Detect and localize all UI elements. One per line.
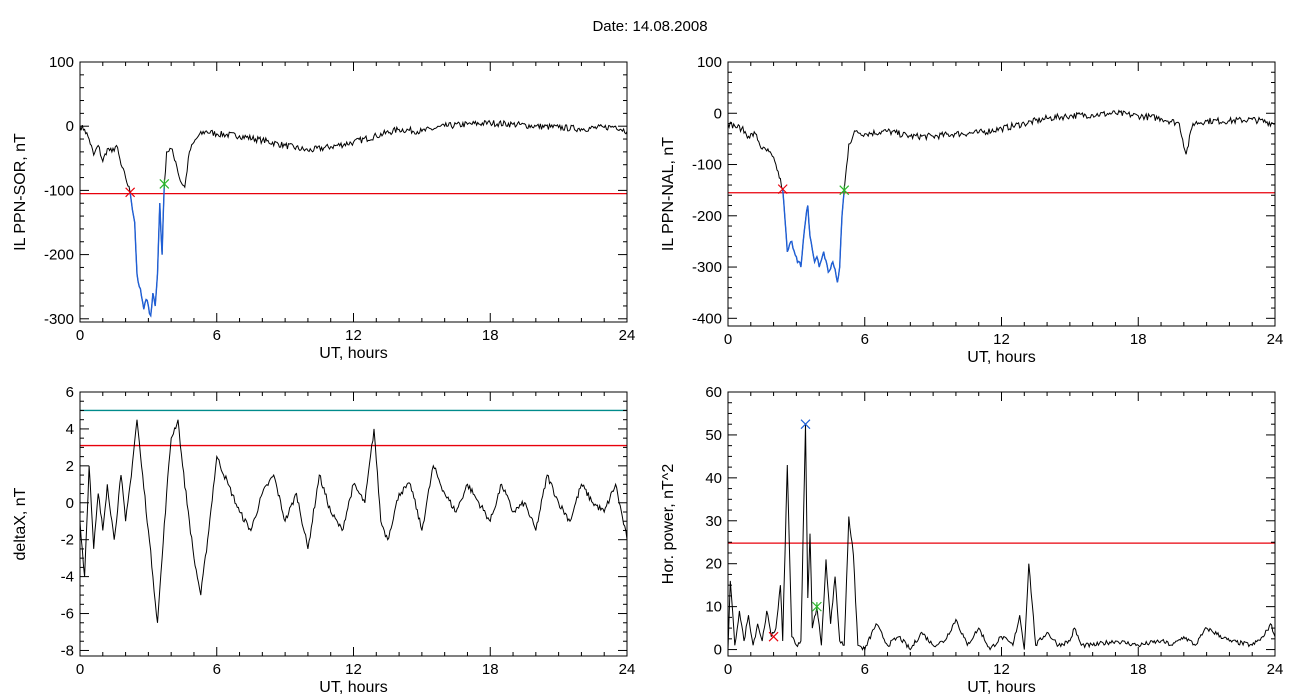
y-tick-label: -8 xyxy=(61,642,74,659)
marker-blue xyxy=(800,419,811,430)
y-tick-label: -100 xyxy=(692,157,722,174)
x-tick-label: 0 xyxy=(724,331,732,348)
x-axis-label: UT, hours xyxy=(319,345,387,362)
y-tick-label: 2 xyxy=(66,458,74,475)
y-tick-label: 30 xyxy=(705,513,722,530)
series-line xyxy=(80,119,627,318)
y-tick-label: 0 xyxy=(66,495,74,512)
y-tick-label: -200 xyxy=(692,208,722,225)
x-tick-label: 24 xyxy=(1267,331,1284,348)
highlight-segment xyxy=(782,189,845,283)
x-tick-label: 6 xyxy=(861,661,869,678)
y-tick-label: 100 xyxy=(49,54,74,71)
x-tick-label: 6 xyxy=(861,331,869,348)
series-line xyxy=(728,424,1275,652)
y-tick-label: -4 xyxy=(61,569,74,586)
x-tick-label: 18 xyxy=(1130,661,1147,678)
y-tick-label: 60 xyxy=(705,384,722,401)
x-tick-label: 0 xyxy=(76,327,84,344)
x-tick-label: 12 xyxy=(345,661,362,678)
x-tick-label: 0 xyxy=(724,661,732,678)
y-tick-label: 0 xyxy=(714,105,722,122)
series-line xyxy=(80,419,627,623)
x-tick-label: 24 xyxy=(619,661,636,678)
marker-green xyxy=(159,179,170,189)
x-tick-label: 0 xyxy=(76,661,84,678)
chart-ppn-nal: 0 6 12 18 24 -400 -300 -200 -100 0 100 UT, hours IL … xyxy=(660,54,1283,366)
y-axis-label: IL PPN-SOR, nT xyxy=(12,133,29,251)
y-tick-label: 20 xyxy=(705,556,722,573)
chart-ppn-sor: 0 6 12 18 24 -300 -200 -100 0 100 UT, hours IL PPN-… xyxy=(12,54,635,362)
y-tick-label: 10 xyxy=(705,599,722,616)
y-tick-label: -300 xyxy=(692,259,722,276)
y-axis-label: IL PPN-NAL, nT xyxy=(660,137,677,251)
marker-red xyxy=(125,187,136,198)
highlight-segment xyxy=(129,183,165,318)
series-line xyxy=(728,109,1275,283)
x-tick-label: 6 xyxy=(213,327,221,344)
y-tick-label: 100 xyxy=(697,54,722,71)
x-tick-label: 18 xyxy=(1130,331,1147,348)
y-tick-label: -6 xyxy=(61,606,74,623)
marker-red xyxy=(777,184,788,195)
x-tick-label: 12 xyxy=(993,331,1010,348)
x-tick-label: 6 xyxy=(213,661,221,678)
y-tick-label: 0 xyxy=(714,642,722,659)
plot-frame xyxy=(79,391,628,657)
y-axis-label: deltaX, nT xyxy=(12,487,29,560)
marker-green xyxy=(811,601,822,612)
x-axis-label: UT, hours xyxy=(319,679,387,696)
y-tick-label: 40 xyxy=(705,470,722,487)
y-tick-label: -2 xyxy=(61,532,74,549)
y-tick-label: 4 xyxy=(66,421,74,438)
x-axis-label: UT, hours xyxy=(967,679,1035,696)
x-tick-label: 24 xyxy=(1267,661,1284,678)
y-tick-label: 0 xyxy=(66,118,74,135)
marker-red xyxy=(768,631,779,642)
chart-hor-power: 0 6 12 18 24 0 10 20 30 40 50 60 UT, hours Hor. power… xyxy=(660,384,1283,696)
y-tick-label: 50 xyxy=(705,427,722,444)
marker-green xyxy=(839,185,850,196)
x-tick-label: 12 xyxy=(993,661,1010,678)
y-tick-label: -300 xyxy=(44,311,74,328)
y-axis-label: Hor. power, nT^2 xyxy=(660,464,677,585)
x-axis-label: UT, hours xyxy=(967,349,1035,366)
x-tick-label: 24 xyxy=(619,327,636,344)
page-title: Date: 14.08.2008 xyxy=(592,18,708,35)
y-tick-label: -100 xyxy=(44,182,74,199)
y-tick-label: -400 xyxy=(692,310,722,327)
x-tick-label: 18 xyxy=(482,661,499,678)
plot-frame xyxy=(727,61,1276,327)
plot-frame xyxy=(727,391,1276,657)
y-tick-label: 6 xyxy=(66,384,74,401)
x-tick-label: 18 xyxy=(482,327,499,344)
x-tick-label: 12 xyxy=(345,327,362,344)
plot-frame xyxy=(79,61,628,323)
y-tick-label: -200 xyxy=(44,247,74,264)
